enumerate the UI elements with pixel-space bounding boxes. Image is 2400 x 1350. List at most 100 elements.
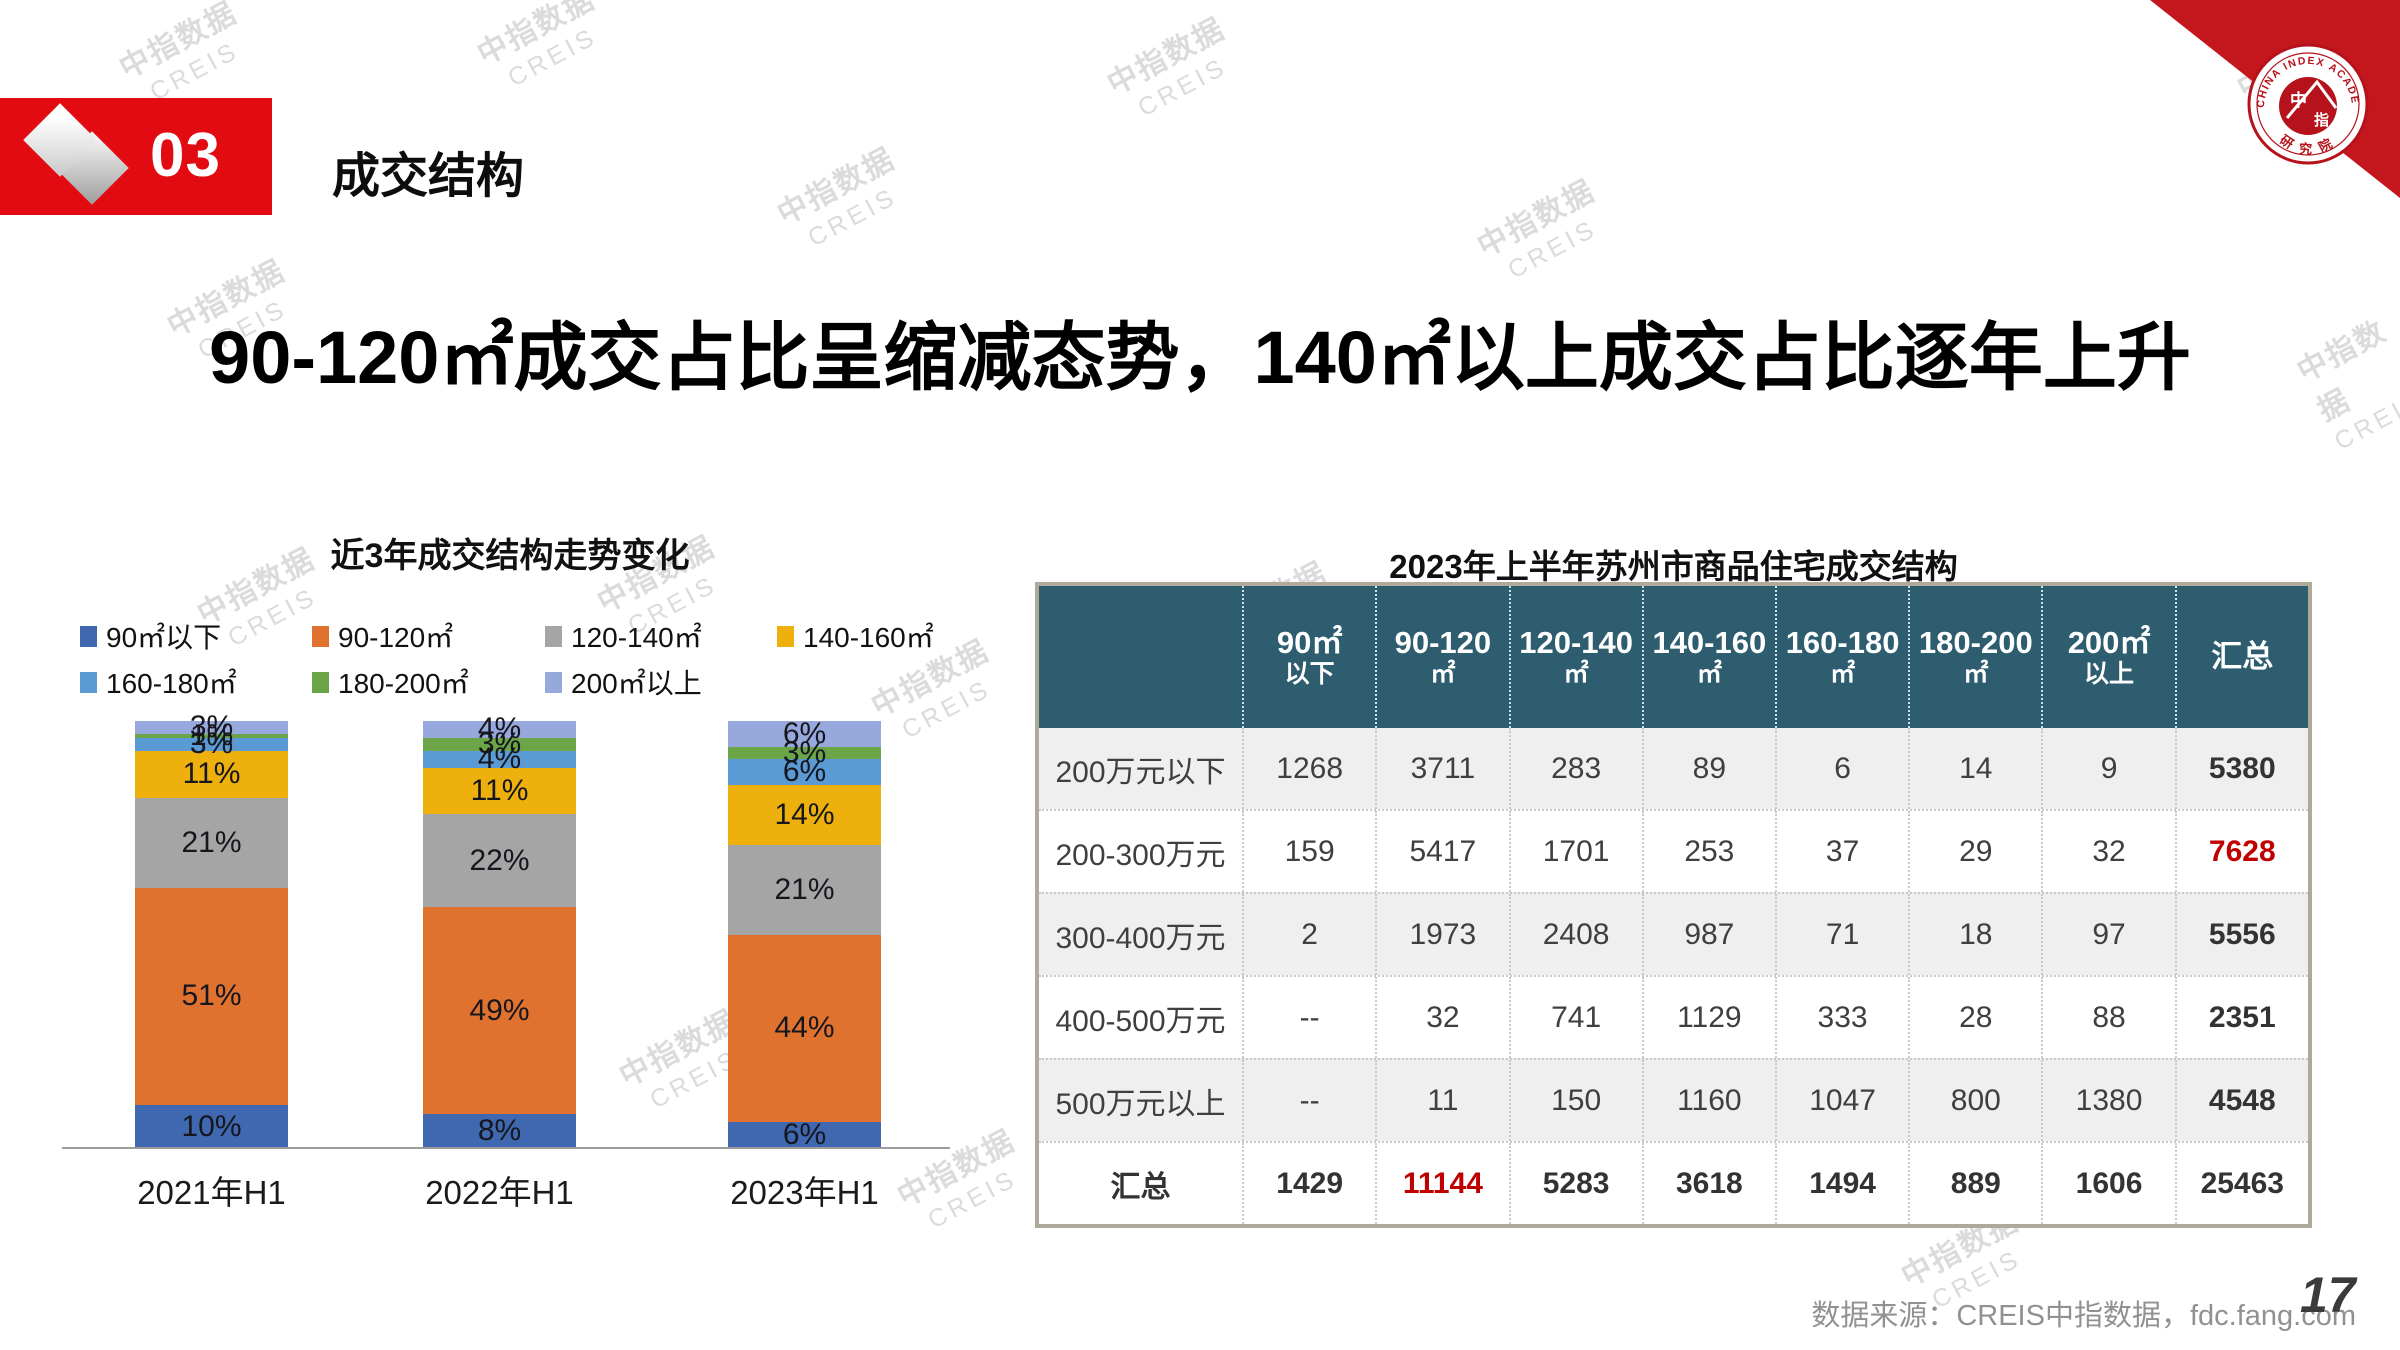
legend-item: 180-200㎡ <box>312 662 469 702</box>
table-row: 汇总 1429 11144 5283 3618 1494 889 1606 25463 <box>1039 1141 2308 1224</box>
table-header-cell <box>1039 586 1242 728</box>
bar-segment-label: 3% <box>782 736 827 770</box>
page-title: 90-120㎡成交占比呈缩减态势，140㎡以上成交占比逐年上升 <box>209 316 2191 399</box>
table-header-cell: 120-140 ㎡ <box>1508 586 1642 728</box>
table-total-cell: 2351 <box>2174 977 2308 1058</box>
table-cell: 741 <box>1508 977 1642 1058</box>
legend-swatch-icon <box>80 671 97 693</box>
bar-segment: 3% <box>423 727 576 760</box>
table-total-cell: 5556 <box>2174 894 2308 975</box>
bar-segment-label: 4% <box>477 712 522 746</box>
legend-item: 120-140㎡ <box>545 616 702 656</box>
table-row-label: 400-500万元 <box>1055 1004 1226 1038</box>
table-cell: 1701 <box>1508 811 1642 892</box>
x-axis-category-label: 2022年H1 <box>425 1174 574 1211</box>
bar-segment-label: 44% <box>774 1011 835 1045</box>
bar-segment-label: 22% <box>469 843 530 877</box>
table-cell: 37 <box>1774 811 1908 892</box>
bar-segment-label: 4% <box>477 742 522 776</box>
chart-plot: 10% 51% 21% 11% 3% 1% 3% 8% 49% 22% 11% 4% 3% 4% 6% 44%… <box>0 710 1000 1151</box>
table-cell: -- <box>1242 1060 1375 1141</box>
table-header-cell: 90-120 ㎡ <box>1375 586 1508 728</box>
bar-segment-label: 11% <box>470 773 529 807</box>
table-header-row: 90㎡ 以下 90-120 ㎡ 120-140 ㎡ 140-160 ㎡ 160-180 ㎡ 180-… <box>1039 586 2308 728</box>
table-cell: 89 <box>1641 728 1775 809</box>
table-cell: 97 <box>2041 894 2174 975</box>
table-cell: 1494 <box>1774 1143 1908 1224</box>
table-cell: -- <box>1242 977 1375 1058</box>
china-index-academy-logo: CHINA INDEX ACADEMY 研 究 院 中 指 <box>2226 22 2369 165</box>
bar-segment: 1% <box>135 719 288 752</box>
table-cell: 283 <box>1508 728 1642 809</box>
bar-segment: 3% <box>135 727 288 760</box>
table-header-cell: 90㎡ 以下 <box>1242 586 1375 728</box>
legend-item: 90㎡以下 <box>80 616 221 656</box>
table-total-cell: 25463 <box>2174 1143 2308 1224</box>
table-cell: 5283 <box>1508 1143 1642 1224</box>
data-source-note: 数据来源：CREIS中指数据，fdc.fang.com <box>1811 1300 2356 1332</box>
table-header-cell: 140-160 ㎡ <box>1641 586 1775 728</box>
table-cell: 32 <box>1375 977 1508 1058</box>
bar-segment-label: 51% <box>181 979 242 1013</box>
table-header-cell: 160-180 ㎡ <box>1774 586 1908 728</box>
table-cell: 800 <box>1908 1060 2041 1141</box>
bar-segment-label: 3% <box>477 727 522 761</box>
table-cell: 6 <box>1774 728 1908 809</box>
x-axis-category-label: 2023年H1 <box>730 1174 879 1211</box>
table-cell: 987 <box>1641 894 1775 975</box>
bar-segment: 6% <box>728 755 881 788</box>
table-cell: 18 <box>1908 894 2041 975</box>
legend-label: 180-200㎡ <box>338 668 469 699</box>
legend-item: 90-120㎡ <box>312 616 453 656</box>
bar-segment: 51% <box>135 887 288 1106</box>
bar-segment-label: 1% <box>189 718 234 752</box>
table-cell: 3618 <box>1641 1143 1775 1224</box>
logo-char-2: 指 <box>2314 111 2329 129</box>
bar-segment: 3% <box>135 710 288 743</box>
table-cell: 2408 <box>1508 894 1642 975</box>
x-axis-category-label: 2021年H1 <box>137 1174 286 1211</box>
table-cell: 159 <box>1242 811 1375 892</box>
table-cell: 14 <box>1908 728 2041 809</box>
table-cell: 253 <box>1641 811 1775 892</box>
table-title: 2023年上半年苏州市商品住宅成交结构 <box>1389 548 1958 585</box>
bar-segment: 22% <box>423 814 576 908</box>
table-row: 300-400万元 2 1973 2408 987 71 18 97 5556 <box>1039 892 2308 975</box>
bar-segment: 10% <box>135 1105 288 1148</box>
bar-segment: 21% <box>135 797 288 888</box>
bar-segment: 11% <box>423 767 576 814</box>
bar-segment: 49% <box>423 907 576 1115</box>
table-cell: 28 <box>1908 977 2041 1058</box>
table-cell: 1160 <box>1641 1060 1775 1141</box>
bar-segment: 6% <box>728 717 881 750</box>
bar-segment: 4% <box>423 742 576 775</box>
bar-segment: 3% <box>728 736 881 769</box>
table-row-label: 汇总 <box>1110 1170 1171 1204</box>
section-banner: 03 <box>0 98 272 215</box>
table-total-cell: 7628 <box>2174 811 2308 892</box>
bar-segment-label: 21% <box>774 872 835 906</box>
logo-char-1: 中 <box>2290 90 2307 110</box>
table-header-cell: 汇总 <box>2174 586 2308 728</box>
legend-item: 200㎡以上 <box>545 662 702 702</box>
legend-label: 140-160㎡ <box>803 622 934 653</box>
legend-swatch-icon <box>777 625 794 647</box>
table-cell: 3711 <box>1375 728 1508 809</box>
table-row: 500万元以上 -- 11 150 1160 1047 800 1380 4548 <box>1039 1058 2308 1141</box>
bar-segment-label: 3% <box>189 727 234 761</box>
table-cell: 71 <box>1774 894 1908 975</box>
table-row: 200-300万元 159 5417 1701 253 37 29 32 7628 <box>1039 809 2308 892</box>
bar-segment-label: 10% <box>181 1109 242 1143</box>
bar-segment: 44% <box>728 934 881 1123</box>
bar-segment: 8% <box>423 1114 576 1148</box>
bar-segment-label: 49% <box>469 993 530 1027</box>
bar-segment: 6% <box>728 1118 881 1151</box>
table-cell: 1268 <box>1242 728 1375 809</box>
bar-segment-label: 6% <box>782 1118 827 1152</box>
legend-label: 200㎡以上 <box>571 668 702 699</box>
bar-segment: 4% <box>423 712 576 745</box>
bar-segment: 21% <box>728 844 881 935</box>
